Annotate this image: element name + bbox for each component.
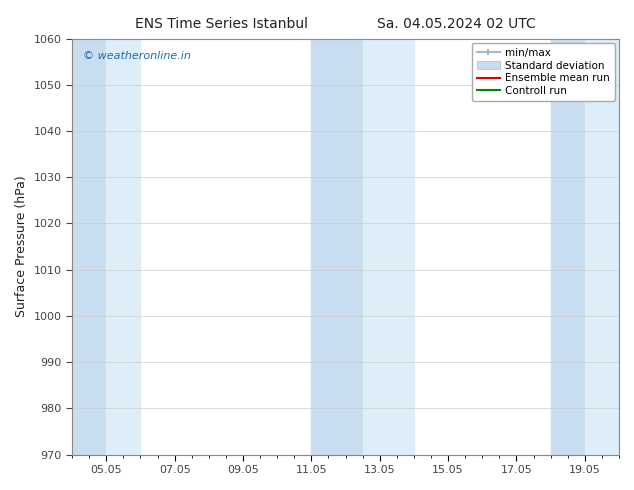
Bar bbox=[107, 39, 141, 455]
Bar bbox=[72, 39, 107, 455]
Text: © weatheronline.in: © weatheronline.in bbox=[83, 51, 191, 61]
Legend: min/max, Standard deviation, Ensemble mean run, Controll run: min/max, Standard deviation, Ensemble me… bbox=[472, 43, 615, 101]
Bar bbox=[551, 39, 585, 455]
Bar bbox=[363, 39, 414, 455]
Bar bbox=[585, 39, 619, 455]
Y-axis label: Surface Pressure (hPa): Surface Pressure (hPa) bbox=[15, 176, 28, 318]
Text: ENS Time Series Istanbul: ENS Time Series Istanbul bbox=[136, 17, 308, 31]
Text: Sa. 04.05.2024 02 UTC: Sa. 04.05.2024 02 UTC bbox=[377, 17, 536, 31]
Bar bbox=[311, 39, 363, 455]
